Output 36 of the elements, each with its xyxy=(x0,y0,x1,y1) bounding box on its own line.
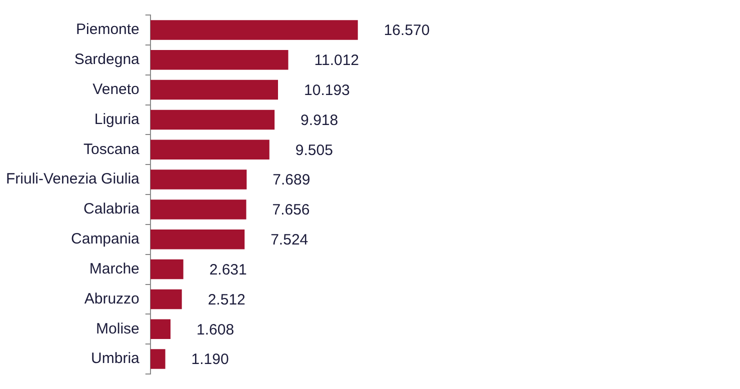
data-label: 2.512 xyxy=(208,291,246,308)
bar xyxy=(150,200,246,220)
bar xyxy=(150,170,247,190)
bar xyxy=(150,110,275,130)
bar xyxy=(150,80,278,100)
bar xyxy=(150,140,270,160)
bar xyxy=(150,349,166,369)
y-tick-label: Umbria xyxy=(91,350,140,368)
bar xyxy=(150,50,288,70)
data-label: 7.689 xyxy=(272,172,310,189)
y-tick-label: Veneto xyxy=(92,80,140,98)
y-tick-label: Marche xyxy=(89,260,140,278)
y-tick-label: Abruzzo xyxy=(84,290,140,308)
y-tick-label: Liguria xyxy=(94,110,140,128)
y-tick-label: Campania xyxy=(71,230,140,248)
y-tick-label: Piemonte xyxy=(76,21,140,38)
y-tick-label: Calabria xyxy=(84,200,140,218)
y-tick-label: Toscana xyxy=(84,140,140,158)
data-label: 7.656 xyxy=(272,202,310,219)
data-label: 11.012 xyxy=(314,52,360,70)
data-label: 9.918 xyxy=(300,112,338,129)
data-label: 9.505 xyxy=(295,142,333,159)
y-tick-label: Sardegna xyxy=(74,51,140,68)
data-label: 2.631 xyxy=(209,261,247,278)
bar xyxy=(150,319,171,339)
data-label: 7.524 xyxy=(270,232,308,249)
bar xyxy=(150,230,245,250)
bar xyxy=(150,289,182,310)
data-label: 10.193 xyxy=(304,82,350,99)
data-label: 1.190 xyxy=(191,351,229,368)
bar xyxy=(150,20,358,40)
data-label: 1.608 xyxy=(196,321,234,338)
bar xyxy=(150,259,184,280)
y-tick-label: Friuli-Venezia Giulia xyxy=(6,170,140,188)
data-label: 16.570 xyxy=(384,22,430,40)
y-tick-label: Molise xyxy=(96,320,140,338)
